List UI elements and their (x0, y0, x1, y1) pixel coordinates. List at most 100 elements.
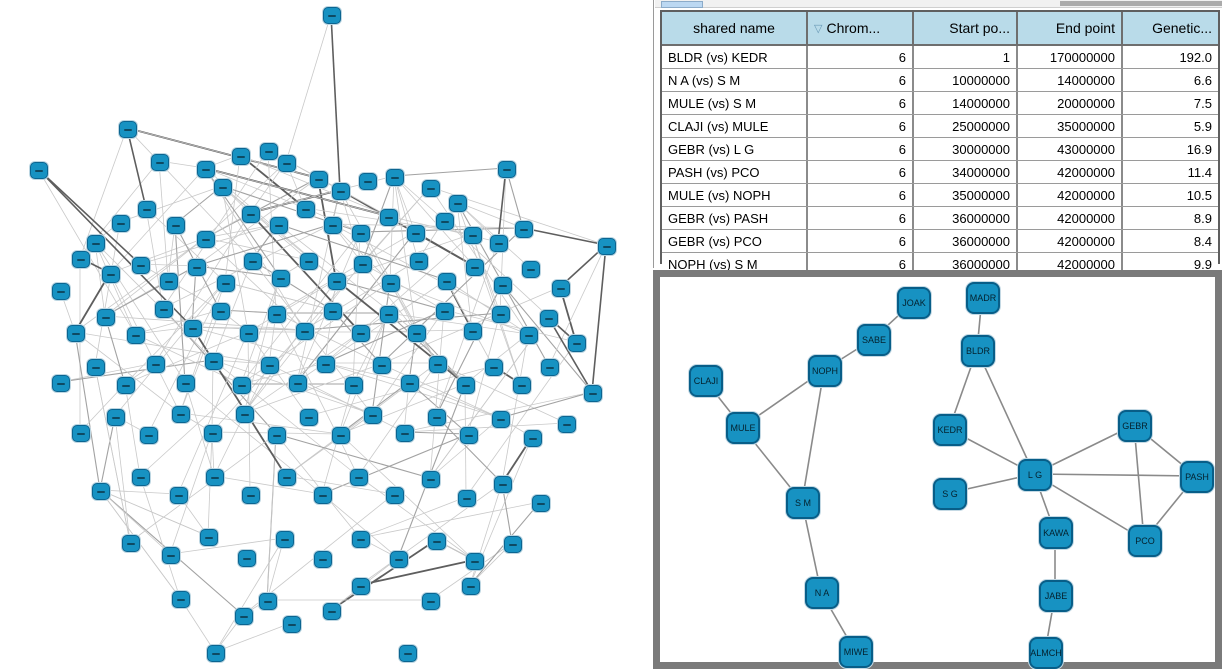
network-node[interactable] (197, 161, 215, 178)
network-node[interactable] (558, 416, 576, 433)
network-node[interactable] (52, 283, 70, 300)
network-node[interactable] (112, 215, 130, 232)
network-node[interactable] (310, 171, 328, 188)
network-node[interactable] (188, 259, 206, 276)
network-node[interactable] (390, 551, 408, 568)
network-node[interactable] (540, 310, 558, 327)
network-node[interactable] (261, 357, 279, 374)
network-node[interactable] (177, 375, 195, 392)
network-node[interactable] (428, 409, 446, 426)
table-top-scrollbar[interactable] (655, 0, 1222, 8)
sub-network-view[interactable]: JOAK SABE NOPH CLAJI MULE S M N A MIWE MADR BLDR K… (653, 270, 1222, 669)
network-node[interactable] (138, 201, 156, 218)
network-node[interactable] (259, 593, 277, 610)
network-node[interactable] (466, 553, 484, 570)
network-node[interactable] (350, 469, 368, 486)
table-row[interactable]: MULE (vs) NOPH 6 35000000 42000000 10.5 (662, 184, 1218, 207)
network-node[interactable] (276, 531, 294, 548)
network-node[interactable] (127, 327, 145, 344)
network-node[interactable] (151, 154, 169, 171)
network-node[interactable] (485, 359, 503, 376)
network-node[interactable] (296, 323, 314, 340)
network-node[interactable] (300, 253, 318, 270)
network-node[interactable] (72, 425, 90, 442)
network-node[interactable] (184, 320, 202, 337)
network-node[interactable] (568, 335, 586, 352)
network-node[interactable] (520, 327, 538, 344)
network-node[interactable] (167, 217, 185, 234)
network-node[interactable] (289, 375, 307, 392)
network-node[interactable] (87, 235, 105, 252)
network-node[interactable] (532, 495, 550, 512)
network-node-mule[interactable]: MULE (726, 412, 760, 444)
network-node[interactable] (401, 375, 419, 392)
network-node[interactable] (396, 425, 414, 442)
network-node[interactable] (300, 409, 318, 426)
network-node[interactable] (155, 301, 173, 318)
network-node[interactable] (494, 476, 512, 493)
table-row[interactable]: MULE (vs) S M 6 14000000 20000000 7.5 (662, 92, 1218, 115)
network-node[interactable] (407, 225, 425, 242)
network-node[interactable] (235, 608, 253, 625)
network-node[interactable] (422, 180, 440, 197)
table-row[interactable]: GEBR (vs) PASH 6 36000000 42000000 8.9 (662, 207, 1218, 230)
network-node[interactable] (244, 253, 262, 270)
network-node[interactable] (236, 406, 254, 423)
network-node[interactable] (278, 469, 296, 486)
network-node-pash[interactable]: PASH (1180, 461, 1214, 493)
network-node-s-m[interactable]: S M (786, 487, 820, 519)
table-row[interactable]: CLAJI (vs) MULE 6 25000000 35000000 5.9 (662, 115, 1218, 138)
network-node[interactable] (260, 143, 278, 160)
network-node[interactable] (449, 195, 467, 212)
table-row[interactable]: NOPH (vs) S M 6 36000000 42000000 9.9 (662, 253, 1218, 275)
network-node[interactable] (464, 323, 482, 340)
network-node[interactable] (72, 251, 90, 268)
network-node[interactable] (117, 377, 135, 394)
network-node[interactable] (464, 227, 482, 244)
filter-icon[interactable]: ▽ (814, 22, 823, 35)
network-node[interactable] (436, 303, 454, 320)
network-node-noph[interactable]: NOPH (808, 355, 842, 387)
network-node[interactable] (172, 591, 190, 608)
column-header-1[interactable]: ▽ Chrom... (808, 12, 914, 44)
network-node[interactable] (314, 487, 332, 504)
network-node[interactable] (541, 359, 559, 376)
network-node[interactable] (332, 183, 350, 200)
network-node[interactable] (598, 238, 616, 255)
network-node[interactable] (352, 225, 370, 242)
network-node[interactable] (466, 259, 484, 276)
network-node-madr[interactable]: MADR (966, 282, 1000, 314)
network-node-n-a[interactable]: N A (805, 577, 839, 609)
network-node[interactable] (197, 231, 215, 248)
network-node[interactable] (67, 325, 85, 342)
network-node[interactable] (498, 161, 516, 178)
network-node-kedr[interactable]: KEDR (933, 414, 967, 446)
network-node[interactable] (352, 325, 370, 342)
network-node[interactable] (52, 375, 70, 392)
network-node[interactable] (460, 427, 478, 444)
network-node[interactable] (492, 411, 510, 428)
network-node[interactable] (317, 356, 335, 373)
network-node-jabe[interactable]: JABE (1039, 580, 1073, 612)
table-row[interactable]: N A (vs) S M 6 10000000 14000000 6.6 (662, 69, 1218, 92)
network-node[interactable] (428, 533, 446, 550)
network-node[interactable] (119, 121, 137, 138)
network-node-claji[interactable]: CLAJI (689, 365, 723, 397)
network-node[interactable] (380, 209, 398, 226)
scrollbar-thumb[interactable] (661, 1, 703, 8)
network-node[interactable] (324, 217, 342, 234)
network-node[interactable] (314, 551, 332, 568)
network-node[interactable] (524, 430, 542, 447)
network-node[interactable] (352, 578, 370, 595)
table-row[interactable]: BLDR (vs) KEDR 6 1 170000000 192.0 (662, 46, 1218, 69)
network-node[interactable] (408, 325, 426, 342)
network-node[interactable] (238, 550, 256, 567)
network-node[interactable] (207, 645, 225, 662)
network-node[interactable] (205, 353, 223, 370)
table-row[interactable]: GEBR (vs) L G 6 30000000 43000000 16.9 (662, 138, 1218, 161)
network-node[interactable] (522, 261, 540, 278)
column-header-0[interactable]: shared name (662, 12, 808, 44)
network-node[interactable] (323, 7, 341, 24)
network-node[interactable] (272, 270, 290, 287)
network-node[interactable] (323, 603, 341, 620)
